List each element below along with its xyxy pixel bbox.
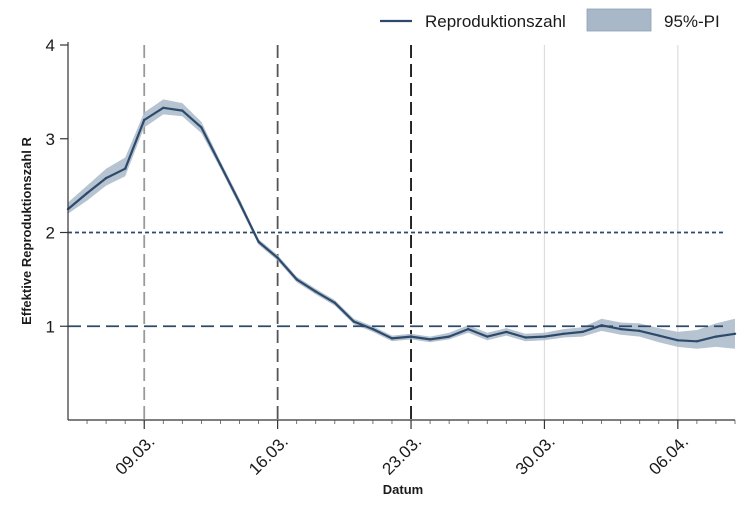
data-point xyxy=(714,335,718,338)
series-line-layer xyxy=(66,106,737,343)
y-tick-label: 2 xyxy=(46,224,55,243)
data-point xyxy=(657,334,660,337)
series-line-reproduktionszahl xyxy=(67,106,736,343)
data-point xyxy=(200,126,203,129)
data-point xyxy=(447,335,451,338)
data-point xyxy=(505,330,508,334)
data-point xyxy=(104,176,108,180)
data-point xyxy=(638,329,641,333)
data-point xyxy=(486,335,489,338)
data-point xyxy=(238,201,241,204)
data-point xyxy=(333,301,336,304)
data-point xyxy=(143,118,146,122)
y-tick-labels: 1 2 3 4 xyxy=(46,36,55,336)
data-point xyxy=(409,335,413,338)
data-point xyxy=(295,278,298,281)
prediction-interval-band-layer xyxy=(68,99,735,349)
data-point xyxy=(581,330,584,334)
legend-line-label: Reproduktionszahl xyxy=(425,12,566,31)
data-point xyxy=(219,163,222,167)
x-tick-label: 09.03. xyxy=(112,432,159,479)
data-point xyxy=(371,327,375,331)
data-point xyxy=(467,327,470,331)
data-point xyxy=(600,324,603,327)
data-point xyxy=(181,109,184,112)
y-tick-label: 1 xyxy=(46,317,55,336)
axes xyxy=(60,42,736,429)
legend: Reproduktionszahl 95%-PI xyxy=(380,8,720,32)
legend-band-swatch xyxy=(586,8,652,32)
data-point xyxy=(733,332,737,335)
data-point xyxy=(390,337,394,340)
data-point xyxy=(619,327,622,331)
prediction-interval-band xyxy=(68,99,735,349)
x-tick-labels: 09.03. 16.03. 23.03. 30.03. 06.04. xyxy=(112,432,692,479)
data-point xyxy=(124,167,127,170)
y-axis-title: Effektive Reproduktionszahl R xyxy=(19,136,34,324)
data-point xyxy=(524,336,527,339)
x-tick-label: 16.03. xyxy=(245,432,292,479)
data-point xyxy=(428,338,432,341)
data-point xyxy=(695,340,699,343)
y-tick-label: 3 xyxy=(46,130,55,149)
data-point xyxy=(162,106,165,110)
data-point xyxy=(352,320,356,323)
x-axis-title: Datum xyxy=(383,482,423,497)
x-tick-label: 06.04. xyxy=(645,432,692,479)
horizontal-reference-lines xyxy=(68,231,723,328)
data-point xyxy=(85,191,89,195)
legend-band-label: 95%-PI xyxy=(664,12,720,31)
data-point xyxy=(257,240,260,244)
data-point xyxy=(276,256,279,259)
data-point xyxy=(314,290,317,293)
data-point xyxy=(562,332,565,335)
y-tick-label: 4 xyxy=(46,36,55,55)
x-tick-label: 30.03. xyxy=(512,432,559,479)
data-point xyxy=(676,339,679,342)
x-tick-label: 23.03. xyxy=(378,432,425,479)
data-point xyxy=(543,335,546,338)
